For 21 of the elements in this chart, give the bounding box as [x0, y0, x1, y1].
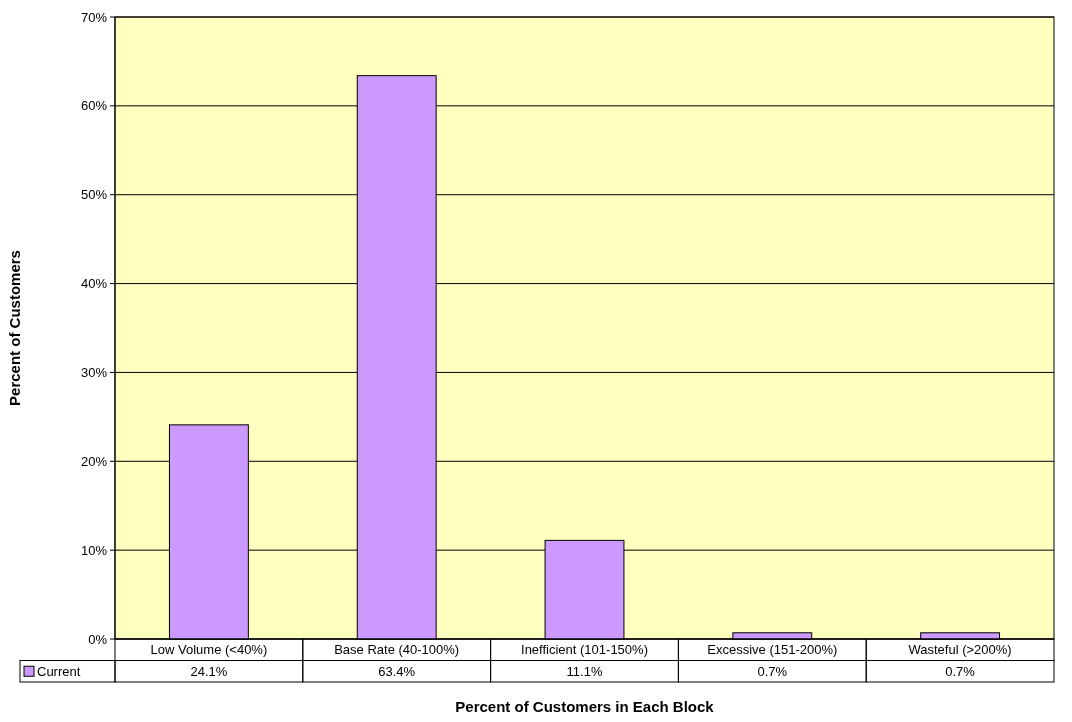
y-tick-label: 30%: [80, 364, 108, 380]
y-tick-label: 0%: [88, 631, 108, 647]
x-tick-label: Inefficient (101-150%): [521, 642, 648, 658]
y-tick-label: 20%: [80, 453, 108, 469]
text: 0.7%: [757, 663, 788, 679]
y-tick-label: 50%: [80, 187, 108, 203]
x-tick-label: Wasteful (>200%): [908, 642, 1012, 658]
y-tick-label: 40%: [80, 276, 108, 292]
text: 63.4%: [378, 663, 416, 679]
y-tick-label: 70%: [80, 9, 108, 25]
y-tick-label: 10%: [80, 542, 108, 558]
x-tick-label: Low Volume (<40%): [150, 642, 268, 658]
x-tick-label: Excessive (151-200%): [707, 642, 838, 658]
x-axis-title: Percent of Customers in Each Block: [455, 698, 715, 715]
text: 24.1%: [190, 663, 228, 679]
y-tick-label: 60%: [80, 98, 108, 114]
x-tick-label: Base Rate (40-100%): [334, 642, 460, 658]
text: 11.1%: [566, 663, 603, 679]
legend-label: Current: [37, 663, 81, 679]
y-axis-title: Percent of Customers: [6, 250, 23, 406]
text: 0.7%: [945, 663, 975, 679]
